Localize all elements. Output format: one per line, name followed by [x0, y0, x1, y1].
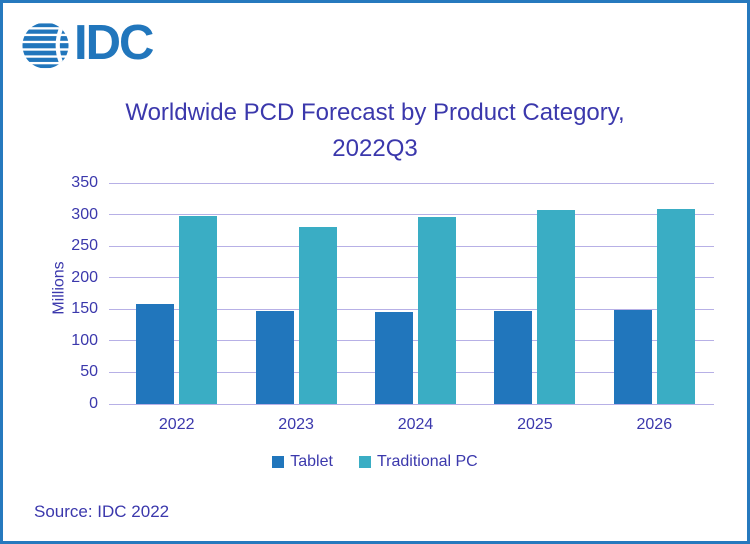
striped-globe-icon — [22, 21, 69, 69]
bar-traditional-pc-2022 — [179, 216, 218, 404]
y-tickmark-300 — [109, 214, 118, 216]
chart-title-line2: 2022Q3 — [332, 135, 418, 162]
gridline-y-250 — [117, 245, 714, 247]
bar-traditional-pc-2024 — [418, 217, 456, 404]
gridline-y-100 — [117, 340, 714, 342]
bar-tablet-2022 — [136, 303, 175, 404]
legend-swatch-icon — [272, 456, 285, 468]
y-tickmark-200 — [109, 277, 118, 279]
legend-swatch-icon — [358, 456, 371, 468]
bar-traditional-pc-2025 — [537, 210, 576, 404]
gridline-y-150 — [117, 308, 714, 310]
y-tick-label-250: 250 — [71, 237, 98, 255]
gridline-y-200 — [117, 277, 714, 279]
y-tickmark-150 — [109, 308, 118, 310]
legend-item-traditional-pc: Traditional PC — [358, 453, 478, 471]
chart-title-line1: Worldwide PCD Forecast by Product Catego… — [125, 99, 625, 126]
gridline-y-50 — [117, 371, 714, 373]
gridline-y-0 — [117, 403, 714, 405]
bar-tablet-2023 — [255, 311, 294, 404]
bar-tablet-2024 — [375, 312, 413, 404]
y-tickmark-100 — [109, 340, 118, 342]
source-note: Source: IDC 2022 — [34, 502, 170, 521]
idc-logo-text: IDC — [74, 16, 154, 70]
y-tick-label-50: 50 — [80, 363, 98, 381]
bar-tablet-2025 — [494, 311, 533, 404]
bar-traditional-pc-2023 — [298, 227, 337, 404]
y-tick-label-100: 100 — [71, 331, 98, 349]
y-tick-label-0: 0 — [89, 395, 98, 412]
gridline-y-300 — [117, 214, 714, 216]
y-tickmark-350 — [109, 182, 118, 184]
x-tick-label-2024: 2024 — [397, 416, 434, 433]
bar-tablet-2026 — [613, 309, 652, 404]
x-tick-label-2023: 2023 — [278, 416, 314, 433]
y-tick-label-300: 300 — [71, 205, 98, 223]
y-tick-label-150: 150 — [71, 300, 98, 318]
y-tickmark-50 — [109, 371, 118, 373]
legend-label: Traditional PC — [376, 453, 478, 470]
y-tick-label-200: 200 — [71, 268, 98, 286]
idc-logo: IDC — [22, 16, 154, 71]
x-tick-label-2025: 2025 — [517, 416, 553, 433]
x-tick-label-2022: 2022 — [158, 416, 195, 433]
y-tickmark-0 — [109, 403, 118, 405]
y-tick-label-350: 350 — [71, 174, 98, 191]
x-tick-label-2026: 2026 — [636, 416, 673, 433]
legend-label: Tablet — [290, 453, 333, 470]
chart-legend: Tablet Traditional PC — [3, 453, 747, 471]
bar-traditional-pc-2026 — [656, 208, 695, 404]
bar-chart-plot-area: 0 50 100 150 200 250 300 350 2022 2023 2024 2025 202… — [71, 174, 714, 433]
y-tickmark-250 — [109, 245, 118, 247]
legend-item-tablet: Tablet — [272, 453, 333, 471]
chart-title: Worldwide PCD Forecast by Product Catego… — [3, 95, 747, 167]
gridline-y-350 — [117, 182, 714, 184]
